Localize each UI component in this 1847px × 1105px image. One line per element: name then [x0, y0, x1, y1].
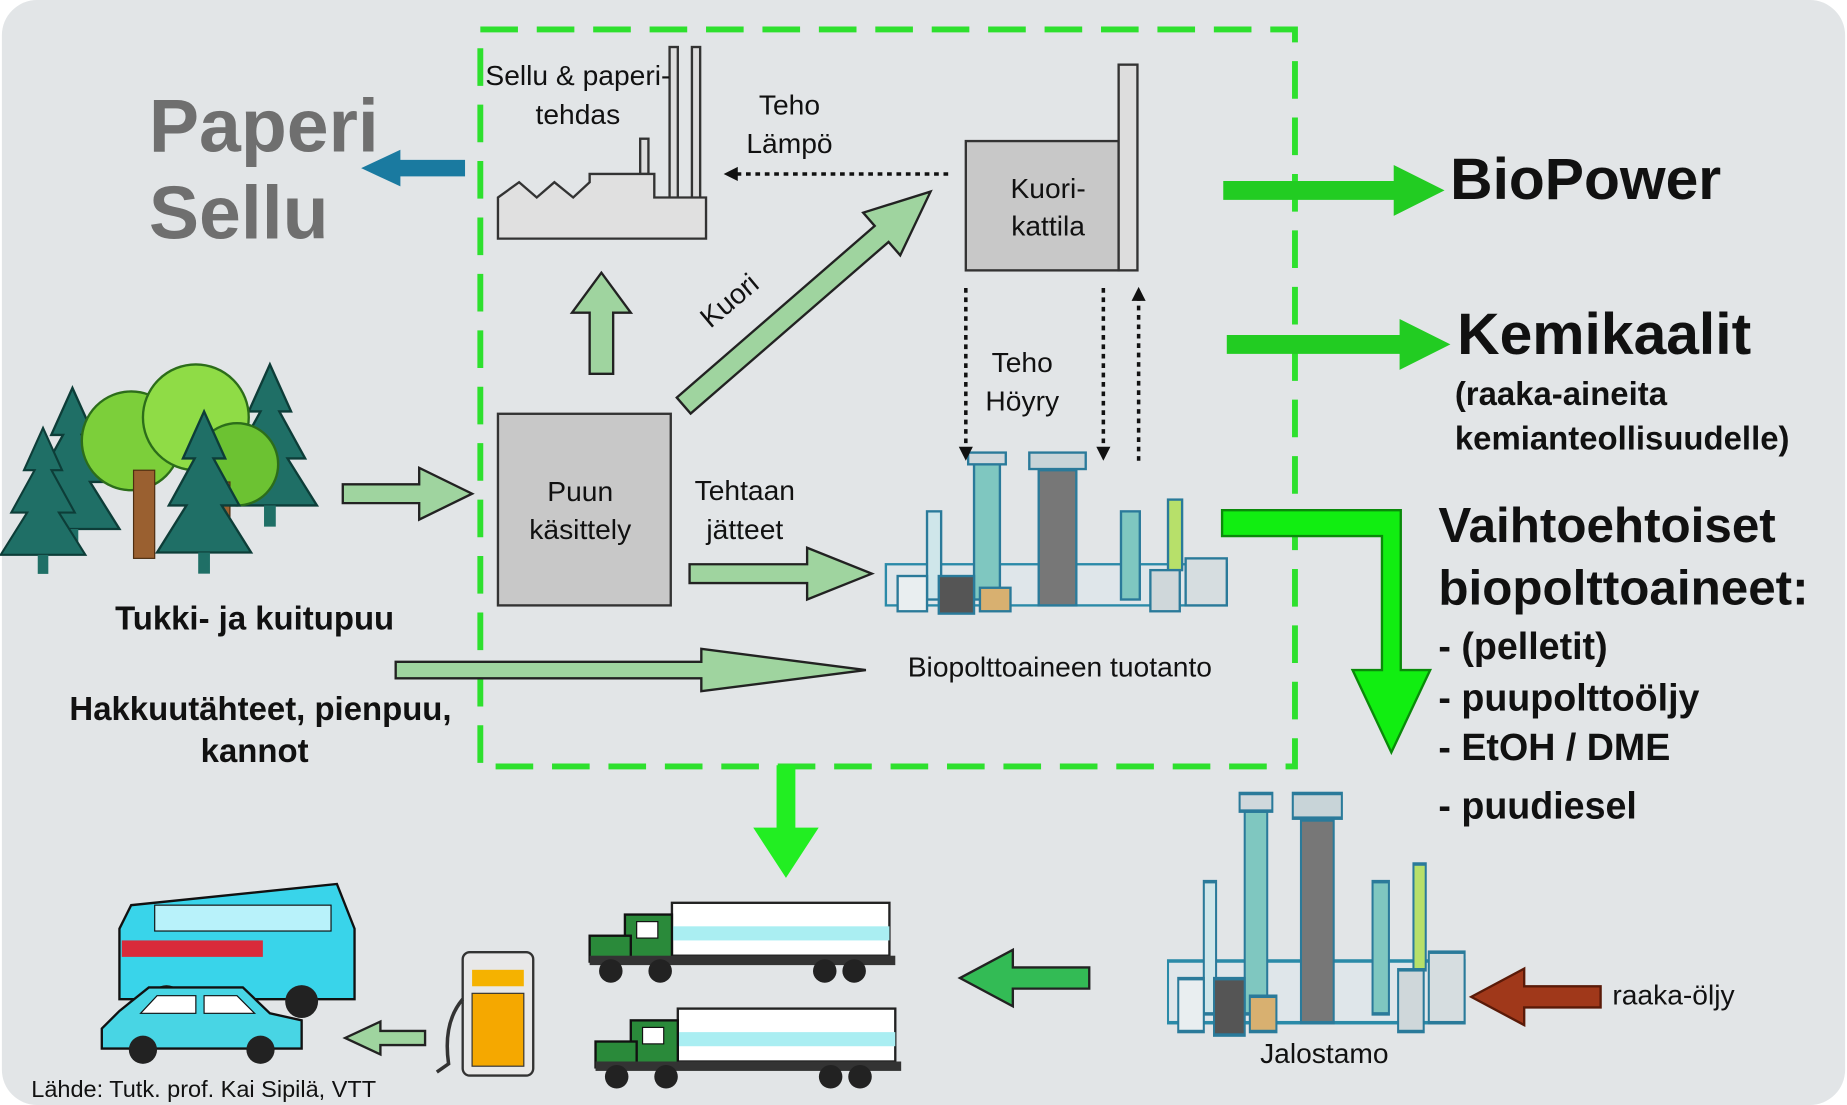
node-label: kattila — [1011, 210, 1085, 242]
bark-boiler-box — [966, 141, 1119, 270]
output-item: - EtOH / DME — [1438, 726, 1670, 768]
input-label: Hakkuutähteet, pienpuu, — [69, 690, 451, 727]
input-label: raaka-öljy — [1612, 978, 1735, 1010]
output-item: - puudiesel — [1438, 785, 1637, 827]
output-note: kemianteollisuudelle) — [1455, 420, 1790, 457]
page: Paperi Sellu Sellu & paperi- tehdas Teho… — [0, 0, 1847, 1105]
output-note: (raaka-aineita — [1455, 375, 1668, 412]
source-note: Lähde: Tutk. prof. Kai Sipilä, VTT — [31, 1076, 376, 1102]
product-label: Paperi — [149, 84, 379, 168]
product-label: Sellu — [149, 171, 329, 255]
output-title: Kemikaalit — [1457, 302, 1751, 367]
input-label: kannot — [201, 732, 309, 769]
output-item: - puupolttoöljy — [1438, 677, 1699, 719]
flow-label: Tehtaan — [695, 474, 795, 506]
output-item: - (pelletit) — [1438, 625, 1607, 667]
node-label: Kuori- — [1010, 172, 1085, 204]
node-label: Jalostamo — [1260, 1037, 1389, 1069]
input-label: Tukki- ja kuitupuu — [115, 599, 394, 636]
node-label: käsittely — [529, 513, 632, 545]
flow-label: Teho — [759, 88, 820, 120]
node-label: Biopolttoaineen tuotanto — [908, 650, 1212, 682]
flow-label: Lämpö — [746, 127, 832, 159]
flow-label: jätteet — [705, 513, 783, 545]
diagram: Paperi Sellu Sellu & paperi- tehdas Teho… — [0, 0, 1847, 1105]
node-label: Puun — [547, 475, 613, 507]
node-label: Sellu & paperi- — [485, 59, 670, 91]
output-title: biopolttoaineet: — [1438, 560, 1808, 615]
flow-label: Teho — [992, 346, 1053, 378]
boiler-chimney — [1119, 65, 1138, 271]
output-title: BioPower — [1450, 147, 1721, 212]
wood-handling-box — [498, 414, 671, 606]
flow-label: Höyry — [985, 385, 1060, 417]
node-label: tehdas — [536, 98, 621, 130]
output-title: Vaihtoehtoiset — [1438, 498, 1775, 553]
